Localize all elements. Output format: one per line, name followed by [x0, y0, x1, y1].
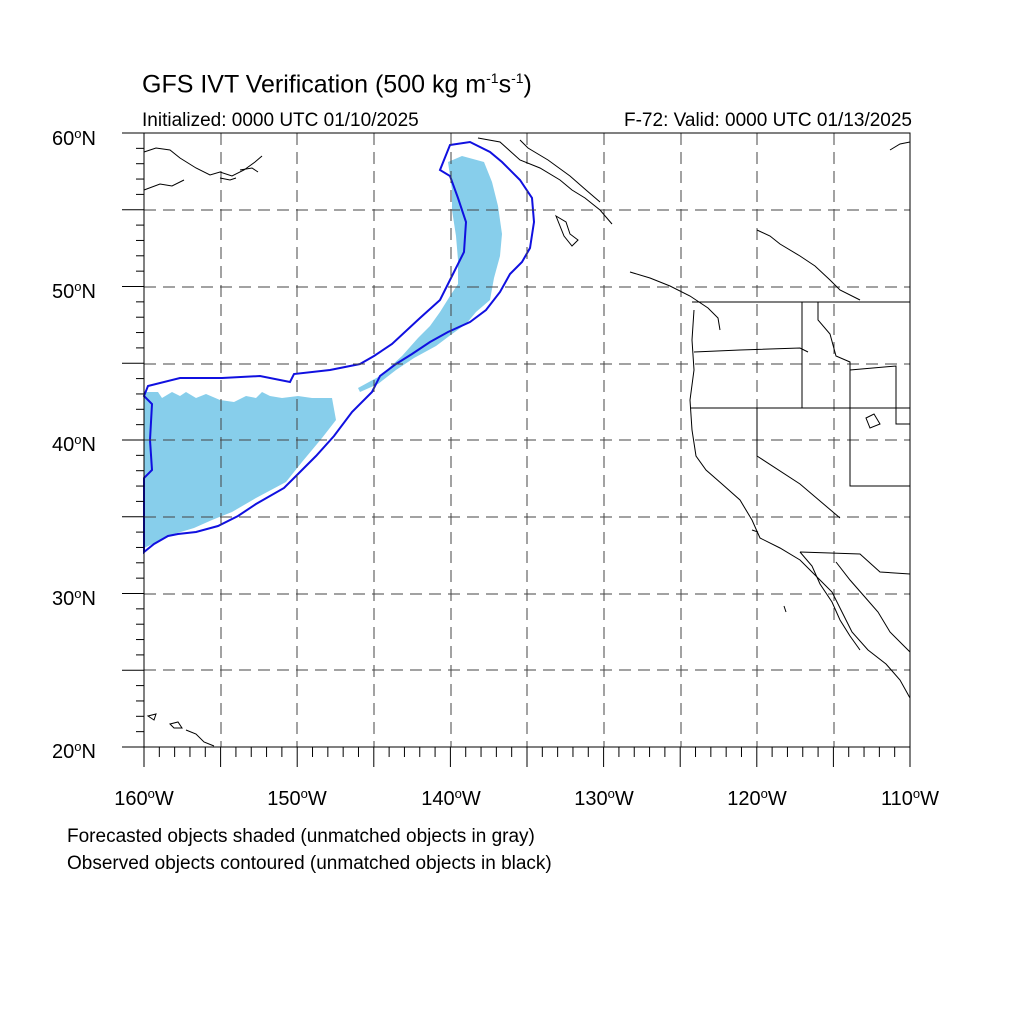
lon-label-130w: 130oW	[574, 786, 634, 810]
lon-label-150w: 150oW	[267, 786, 327, 810]
hawaii-3	[185, 729, 215, 747]
lat-label-20: 20oN	[52, 739, 96, 763]
us-west-coast	[689, 309, 911, 699]
footnote-forecast: Forecasted objects shaded (unmatched obj…	[67, 826, 535, 847]
chart-title: GFS IVT Verification (500 kg m-1s-1)	[142, 70, 532, 99]
coastlines	[143, 137, 911, 747]
baja-peninsula	[799, 551, 861, 651]
bc-islands	[554, 214, 579, 247]
hudson-coast	[756, 229, 861, 301]
lon-label-110w: 110oW	[880, 786, 939, 810]
lon-label-140w: 140oW	[421, 786, 481, 810]
lon-label-120w: 120oW	[727, 786, 787, 810]
channel-islands	[751, 529, 759, 533]
vancouver-island	[629, 271, 721, 331]
gulf-california	[835, 561, 911, 653]
initialized-label: Initialized: 0000 UTC 01/10/2025	[142, 110, 419, 131]
observed-contour	[142, 140, 536, 555]
lat-label-40: 40oN	[52, 432, 96, 456]
lat-label-50: 50oN	[52, 279, 96, 303]
hawaii-1	[146, 713, 157, 721]
graticule	[144, 133, 910, 747]
forecast-objects	[144, 156, 502, 548]
great-salt-lake	[865, 413, 881, 429]
political-borders	[519, 139, 911, 575]
alaska-top-right	[889, 141, 911, 151]
forecast-object-west	[144, 392, 336, 548]
lat-label-60: 60oN	[52, 126, 96, 150]
alaska-canada-border	[519, 139, 601, 203]
nv-ca-border	[756, 408, 841, 519]
alaska-coast-2	[143, 147, 263, 177]
lon-label-160w: 160oW	[114, 786, 174, 810]
alaska-coast-3	[143, 179, 185, 191]
aleutian-island-2	[239, 167, 259, 173]
island-mex	[783, 605, 787, 613]
footnote-observed: Observed objects contoured (unmatched ob…	[67, 853, 552, 874]
observed-objects	[142, 140, 536, 555]
hawaii-2	[169, 721, 183, 729]
wa-or-border	[693, 347, 809, 353]
aleutian-island	[219, 177, 237, 181]
us-mexico-border	[799, 551, 911, 575]
tick-marks	[122, 132, 911, 767]
valid-time-label: F-72: Valid: 0000 UTC 01/13/2025	[624, 110, 912, 131]
lat-label-30: 30oN	[52, 586, 96, 610]
az-border	[849, 408, 910, 487]
forecast-object-east	[358, 156, 502, 392]
idaho-border-2	[817, 302, 851, 408]
montana-wy-border	[849, 365, 910, 425]
alaska-coast	[477, 137, 613, 225]
